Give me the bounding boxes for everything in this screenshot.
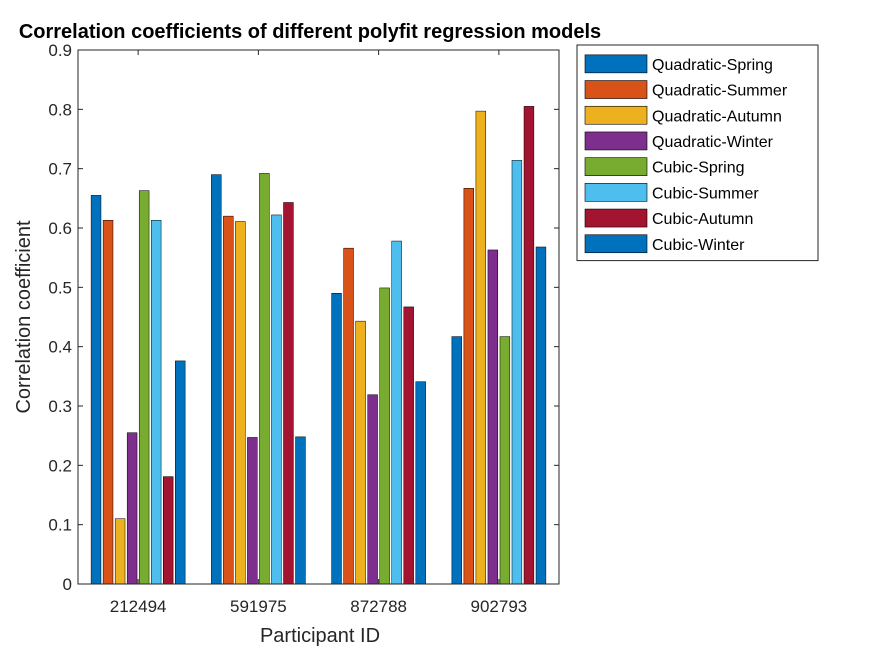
legend-swatch-quadratic-spring — [584, 54, 648, 74]
axes-box — [77, 49, 560, 585]
legend-label-cubic-autumn: Cubic-Autumn — [652, 211, 753, 228]
bar-quadratic-spring-212494 — [90, 195, 102, 585]
bar-quadratic-autumn-902793 — [475, 110, 487, 585]
y-tick-label: 0.8 — [48, 100, 72, 119]
bar-cubic-spring-902793 — [499, 336, 511, 585]
bar-cubic-spring-212494 — [138, 190, 150, 585]
bar-cubic-winter-591975 — [295, 436, 306, 585]
bars-group — [90, 106, 547, 585]
bar-cubic-spring-591975 — [259, 173, 270, 585]
y-tick-label: 0.3 — [48, 397, 72, 416]
bar-cubic-winter-902793 — [535, 246, 547, 585]
x-tick-label: 872788 — [350, 597, 407, 616]
x-tick-label: 212494 — [110, 597, 167, 616]
y-tick-label: 0.6 — [48, 219, 72, 238]
y-tick-label: 0.7 — [48, 160, 72, 179]
legend-swatch-cubic-autumn — [584, 208, 648, 228]
bar-quadratic-winter-902793 — [487, 249, 499, 585]
bar-quadratic-summer-212494 — [102, 220, 114, 585]
legend: Quadratic-Spring Quadratic-Summer Quadrati… — [576, 44, 819, 262]
bar-cubic-autumn-591975 — [283, 202, 294, 585]
legend-label-quadratic-autumn: Quadratic-Autumn — [652, 108, 782, 125]
x-axis-title: Participant ID — [260, 625, 380, 647]
bar-quadratic-winter-212494 — [126, 432, 138, 585]
chart-title: Correlation coefficients of different po… — [19, 21, 601, 43]
bar-quadratic-winter-591975 — [247, 437, 258, 585]
legend-label-quadratic-spring: Quadratic-Spring — [652, 57, 773, 74]
x-tick-label: 591975 — [230, 597, 287, 616]
bar-quadratic-autumn-872788 — [355, 320, 366, 585]
bar-quadratic-autumn-212494 — [114, 518, 126, 585]
legend-box — [576, 44, 819, 262]
bar-cubic-summer-872788 — [391, 240, 402, 585]
y-tick-label: 0.5 — [48, 278, 72, 297]
plot-area — [78, 50, 559, 584]
y-tick-label: 0.4 — [48, 338, 72, 357]
bar-cubic-spring-872788 — [379, 287, 390, 585]
legend-label-quadratic-winter: Quadratic-Winter — [652, 134, 774, 151]
y-tick-label: 0 — [63, 575, 72, 594]
y-tick-label: 0.2 — [48, 456, 72, 475]
y-tick-label: 0.9 — [48, 41, 72, 60]
bar-quadratic-summer-902793 — [463, 188, 474, 585]
bar-quadratic-summer-872788 — [343, 247, 354, 585]
legend-swatch-quadratic-winter — [584, 131, 648, 151]
bar-cubic-autumn-902793 — [523, 106, 535, 585]
axes-group: 0 0.1 0.2 0.3 0.4 0.5 0.6 0.7 0.8 0.9 212494 591975… — [48, 41, 560, 616]
legend-swatch-quadratic-autumn — [584, 105, 648, 125]
bar-quadratic-summer-591975 — [223, 215, 234, 585]
bar-cubic-autumn-872788 — [403, 306, 414, 585]
x-tick-label: 902793 — [471, 597, 528, 616]
legend-label-cubic-summer: Cubic-Summer — [652, 185, 759, 202]
legend-label-quadratic-summer: Quadratic-Summer — [652, 83, 788, 100]
legend-label-cubic-winter: Cubic-Winter — [652, 237, 745, 254]
bar-cubic-winter-212494 — [175, 360, 186, 585]
legend-swatch-cubic-summer — [584, 183, 648, 202]
legend-swatch-quadratic-summer — [584, 80, 648, 99]
bar-quadratic-autumn-591975 — [235, 221, 246, 585]
bar-quadratic-spring-902793 — [451, 336, 462, 585]
bar-cubic-winter-872788 — [415, 381, 426, 585]
y-axis-title: Correlation coefficient — [13, 220, 35, 414]
legend-swatch-cubic-spring — [584, 157, 648, 176]
bar-cubic-autumn-212494 — [163, 476, 174, 585]
bar-cubic-summer-902793 — [511, 160, 523, 585]
bar-cubic-summer-212494 — [150, 220, 162, 585]
bar-cubic-summer-591975 — [271, 214, 282, 585]
legend-label-cubic-spring: Cubic-Spring — [652, 160, 744, 177]
bar-quadratic-winter-872788 — [367, 394, 378, 585]
y-tick-label: 0.1 — [48, 516, 72, 535]
legend-swatch-cubic-winter — [584, 234, 648, 254]
bar-quadratic-spring-872788 — [331, 293, 342, 585]
bar-quadratic-spring-591975 — [211, 174, 222, 585]
